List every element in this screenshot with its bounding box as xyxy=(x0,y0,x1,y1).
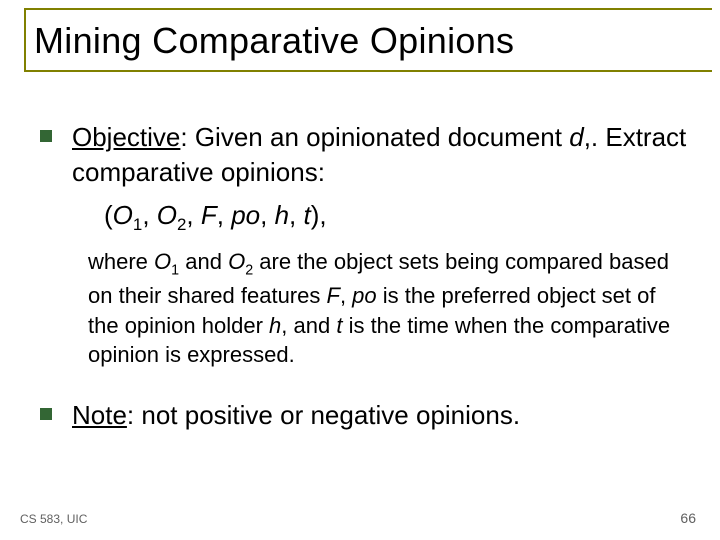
tuple-sub1: 1 xyxy=(133,215,142,234)
square-bullet-icon xyxy=(40,408,52,420)
tuple-open: ( xyxy=(104,200,113,230)
tuple-explanation: where O1 and O2 are the object sets bein… xyxy=(88,247,680,370)
explain-h: h xyxy=(269,313,281,338)
explain-f: F xyxy=(326,283,339,308)
explain-pre: where xyxy=(88,249,154,274)
content-area: Objective: Given an opinionated document… xyxy=(40,120,690,441)
tuple-sep3: , xyxy=(217,200,231,230)
explain-po: po xyxy=(352,283,376,308)
note-rest: : not positive or negative opinions. xyxy=(127,400,520,430)
tuple-sep5: , xyxy=(289,200,303,230)
tuple-t: t xyxy=(304,200,311,230)
title-rule-top xyxy=(26,8,712,10)
bullet-item-objective: Objective: Given an opinionated document… xyxy=(40,120,690,190)
page-number: 66 xyxy=(680,510,696,526)
tuple-h: h xyxy=(275,200,289,230)
tuple-expression: (O1, O2, F, po, h, t), xyxy=(104,198,690,237)
tuple-o1: O xyxy=(113,200,133,230)
tuple-sub2: 2 xyxy=(177,215,186,234)
objective-text: Objective: Given an opinionated document… xyxy=(72,120,690,190)
tuple-po: po xyxy=(231,200,260,230)
tuple-o2: O xyxy=(157,200,177,230)
bullet-item-note: Note: not positive or negative opinions. xyxy=(40,398,690,433)
explain-o1: O xyxy=(154,249,171,274)
objective-doc-var: d xyxy=(569,122,583,152)
tuple-sep1: , xyxy=(142,200,156,230)
tuple-f: F xyxy=(201,200,217,230)
objective-label: Objective xyxy=(72,122,180,152)
tuple-sep2: , xyxy=(186,200,200,230)
tuple-sep4: , xyxy=(260,200,274,230)
title-block: Mining Comparative Opinions xyxy=(8,8,712,72)
title-rule-vertical xyxy=(24,8,26,72)
note-text: Note: not positive or negative opinions. xyxy=(72,398,520,433)
explain-seg4: , and xyxy=(281,313,336,338)
explain-and: and xyxy=(179,249,228,274)
square-bullet-icon xyxy=(40,130,52,142)
objective-line1-rest: : Given an opinionated document xyxy=(180,122,569,152)
title-rule-bottom xyxy=(26,70,712,72)
explain-o2: O xyxy=(228,249,245,274)
footer-course: CS 583, UIC xyxy=(20,512,87,526)
tuple-close: ), xyxy=(311,200,327,230)
explain-o1-sub: 1 xyxy=(171,263,179,279)
note-label: Note xyxy=(72,400,127,430)
slide-title: Mining Comparative Opinions xyxy=(8,12,712,70)
explain-o2-sub: 2 xyxy=(245,263,253,279)
explain-seg2: , xyxy=(340,283,352,308)
